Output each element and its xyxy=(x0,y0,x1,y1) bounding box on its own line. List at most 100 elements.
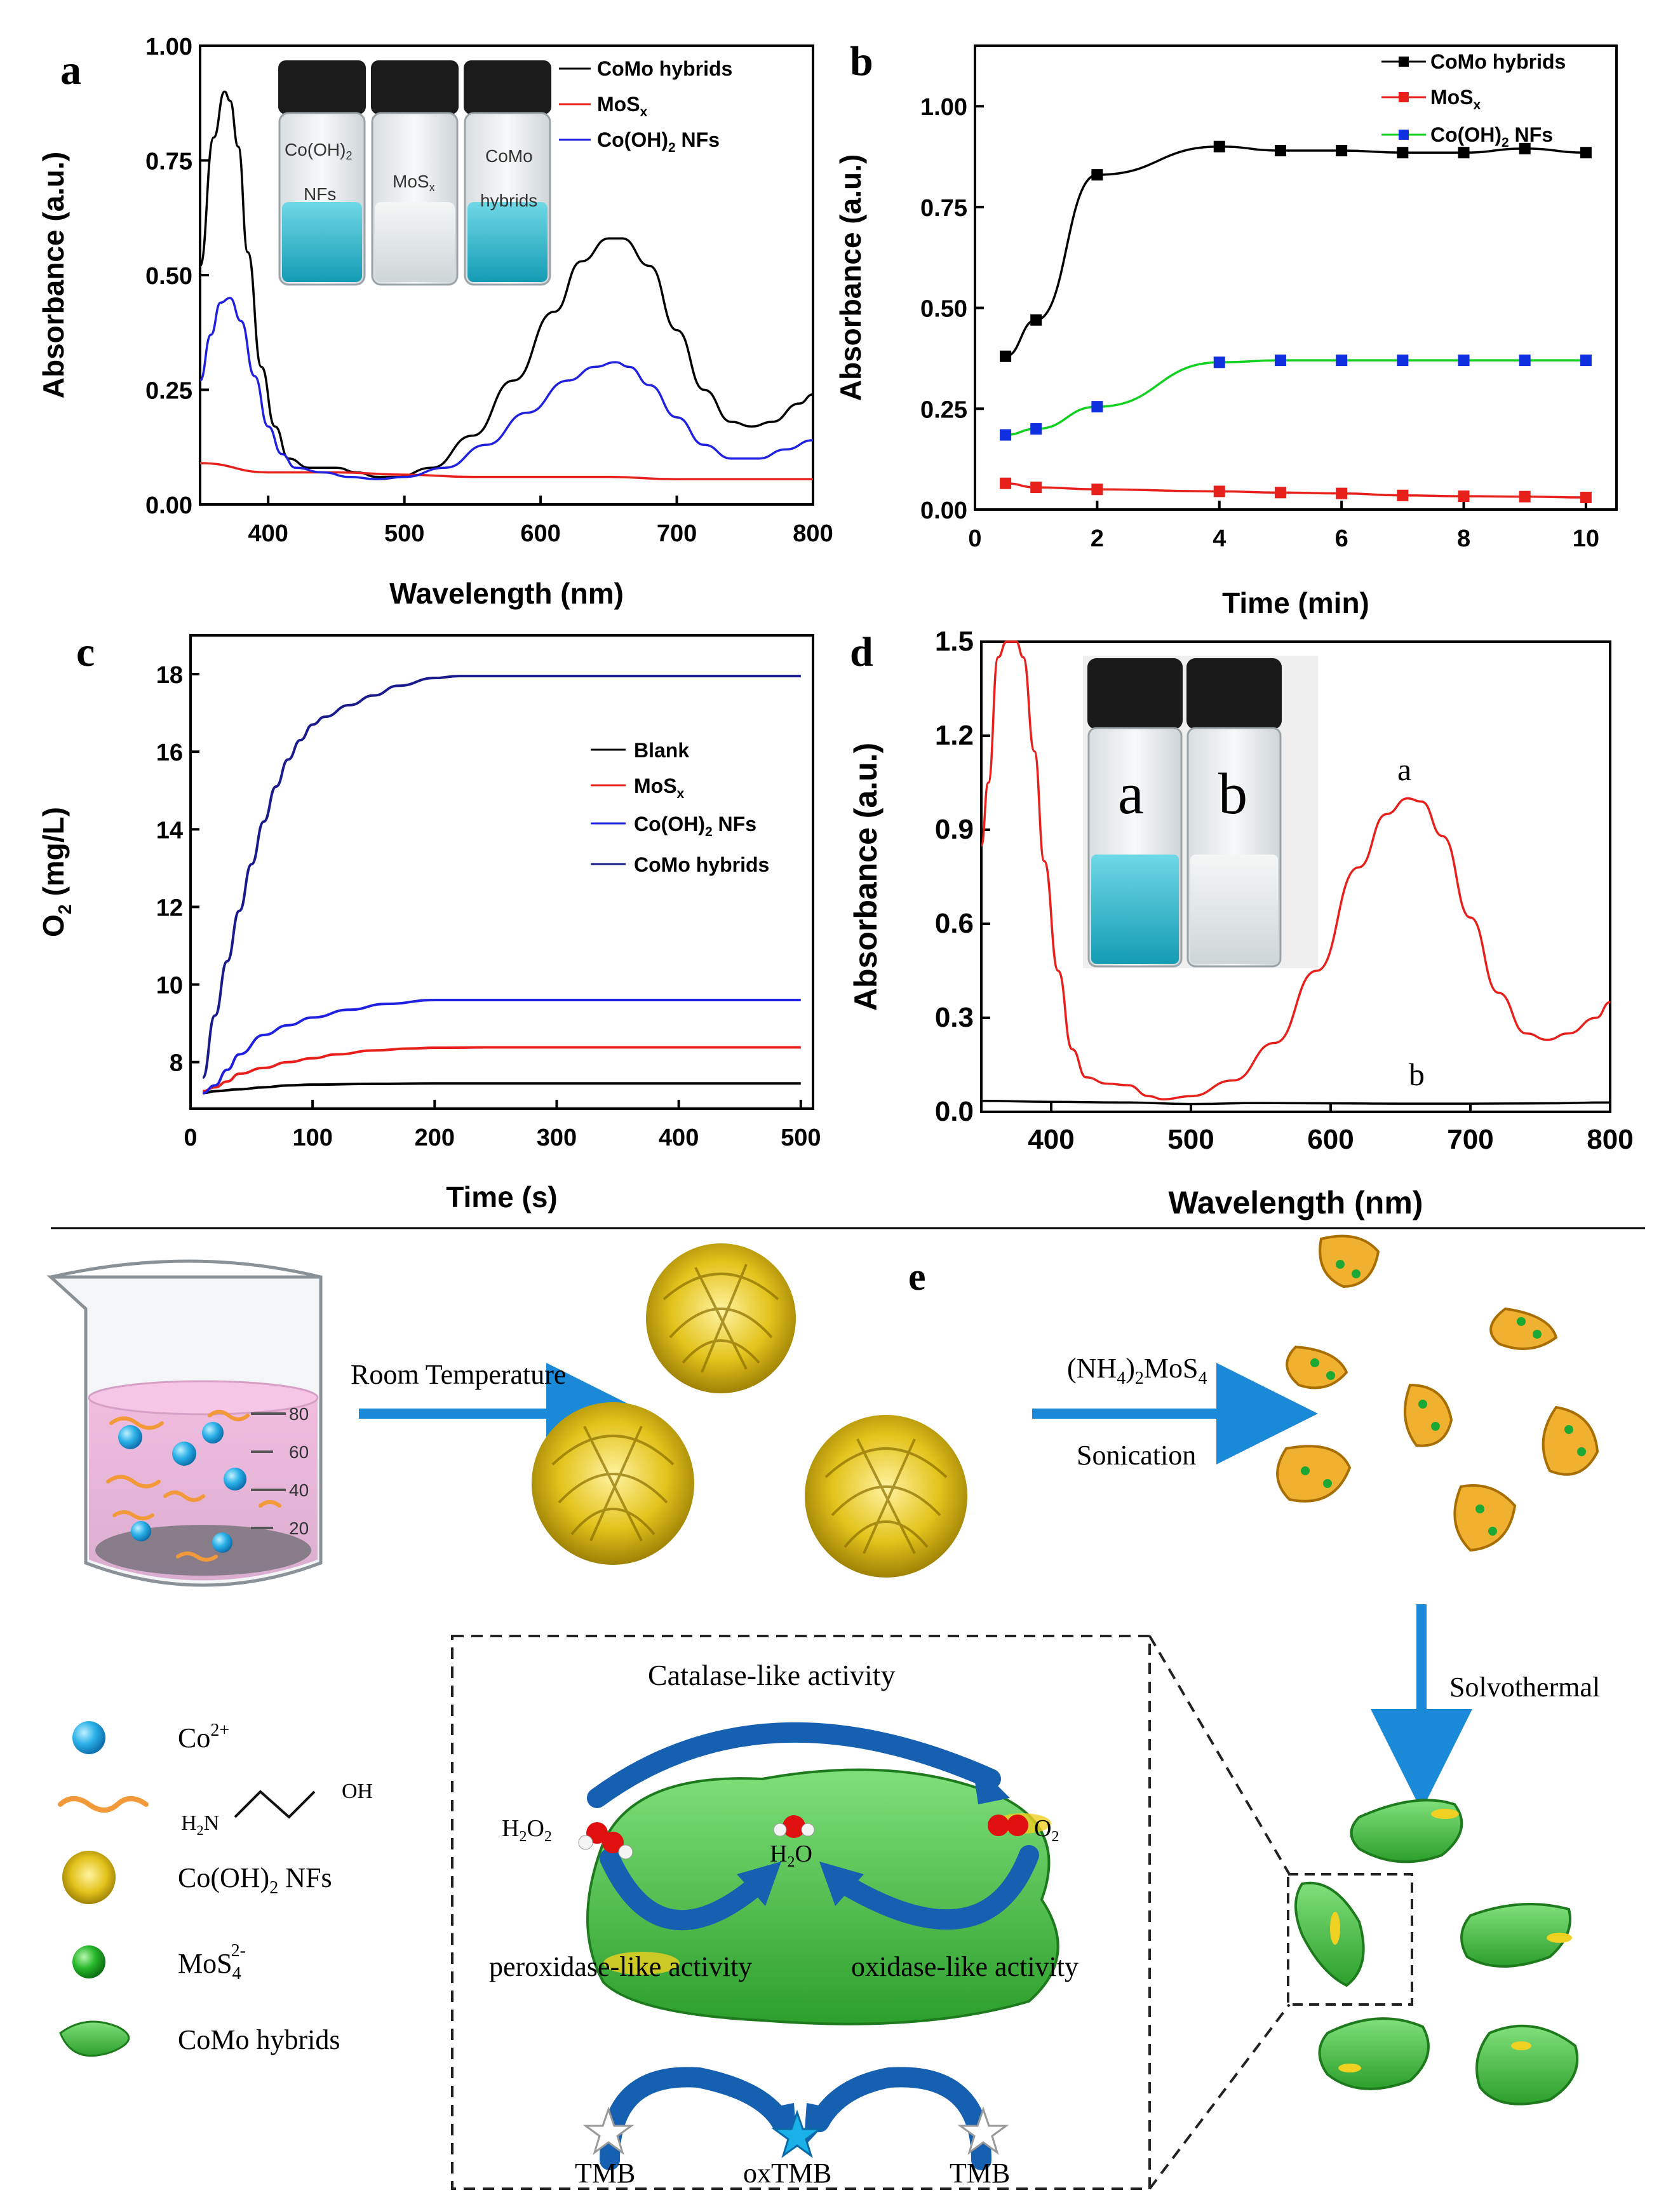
series-line xyxy=(203,1046,801,1093)
data-point xyxy=(1458,490,1470,503)
series-line xyxy=(201,675,801,1079)
series-line xyxy=(202,999,801,1095)
h2o2-label: H2O2 xyxy=(502,1815,552,1845)
data-point xyxy=(1000,350,1012,362)
y-axis-label: O2 (mg/L) xyxy=(37,807,76,937)
zoom-line xyxy=(1148,2003,1291,2190)
x-tick-label: 2 xyxy=(1091,525,1104,552)
legend-como: CoMo hybrids xyxy=(178,2024,340,2055)
tmb-right-label: TMB xyxy=(950,2158,1010,2189)
legend-entry: CoMo hybrids xyxy=(597,57,732,80)
y-axis-label: Absorbance (a.u.) xyxy=(37,152,70,399)
series-line xyxy=(203,1082,801,1095)
data-point xyxy=(1030,314,1042,326)
data-point xyxy=(1397,489,1409,501)
data-point xyxy=(1519,142,1531,154)
zoom-box xyxy=(1287,1873,1413,2006)
x-tick-label: 200 xyxy=(415,1125,455,1151)
vial-label: b xyxy=(1218,761,1247,826)
legend-entry: Co(OH)2 NFs xyxy=(1430,123,1553,150)
vial-label: Co(OH)2 xyxy=(285,140,352,162)
data-point xyxy=(1091,169,1103,181)
panel-e-scheme: e 80 60 40 20 xyxy=(46,1234,1600,2190)
chart-b-legend: CoMo hybrids MoSx Co(OH)2 NFs xyxy=(1381,50,1566,150)
legend-amine-oh: OH xyxy=(342,1780,373,1803)
x-tick-label: 10 xyxy=(1573,525,1599,552)
x-tick-label: 500 xyxy=(781,1125,821,1151)
y-tick-label: 0.00 xyxy=(145,492,192,519)
oxtmb-label: oxTMB xyxy=(743,2158,831,2189)
x-axis-label: Wavelength (nm) xyxy=(389,577,624,610)
data-point xyxy=(1336,145,1348,157)
x-tick-label: 8 xyxy=(1457,525,1470,552)
panel-letter-d: d xyxy=(850,629,873,675)
y-tick-label: 0.75 xyxy=(920,195,967,222)
y-tick-label: 1.2 xyxy=(935,720,974,751)
vial-label: a xyxy=(1118,761,1144,826)
chart-d-vials: a b xyxy=(1083,656,1318,968)
chart-a: 400 500 600 700 800 0.00 0.25 0.50 0.75 1.00 Wavel… xyxy=(37,34,833,610)
x-tick-label: 300 xyxy=(537,1125,577,1151)
y-tick-label: 0.50 xyxy=(920,296,967,323)
x-tick-label: 4 xyxy=(1213,525,1226,552)
h2o-molecule xyxy=(773,1815,815,1838)
x-tick-label: 0 xyxy=(968,525,981,552)
x-tick-label: 700 xyxy=(657,520,697,547)
curve-label-b: b xyxy=(1409,1057,1425,1092)
charts-layer: 400 500 600 700 8000.000.250.500.751.00Wavel… xyxy=(37,34,1634,1220)
y-tick-label: 1.00 xyxy=(145,34,192,60)
y-tick-label: 0.6 xyxy=(935,908,974,939)
chart-c: 0 100 200 300 400 500 8 10 12 14 16 18 Time (s) O2 (m… xyxy=(37,634,821,1213)
y-tick-label: 0.50 xyxy=(145,263,192,290)
peroxidase-label: peroxidase-like activity xyxy=(489,1951,752,1982)
legend-mos: MoS42- xyxy=(178,1941,246,1984)
vial-label: CoMo xyxy=(485,146,533,166)
h2o2-molecule xyxy=(578,1822,633,1860)
data-point xyxy=(1091,401,1103,413)
sonication-label: Sonication xyxy=(1077,1440,1196,1471)
beaker-tick: 20 xyxy=(289,1518,309,1538)
y-axis-label: Absorbance (a.u.) xyxy=(848,743,884,1011)
plot-frame xyxy=(189,634,814,1110)
vial-label: hybrids xyxy=(480,191,537,210)
y-tick-label: 0.75 xyxy=(145,149,192,175)
legend-entry: CoMo hybrids xyxy=(1430,50,1566,73)
series-line xyxy=(1005,482,1586,499)
star-icon xyxy=(582,2106,635,2155)
panel-a: a Co(OH)2 NFs MoSx CoMo hybrids CoMo hyb… xyxy=(60,47,732,286)
x-tick-label: 100 xyxy=(292,1125,332,1151)
data-point xyxy=(1030,482,1042,494)
x-tick-label: 800 xyxy=(793,520,833,547)
beaker-tick: 80 xyxy=(289,1404,309,1424)
data-point xyxy=(1580,491,1592,503)
x-axis-label: Wavelength (nm) xyxy=(1169,1185,1423,1220)
data-point xyxy=(1336,355,1348,367)
oxidase-label: oxidase-like activity xyxy=(851,1951,1079,1982)
y-tick-label: 1.5 xyxy=(935,626,974,657)
arrow-heads xyxy=(737,1760,1010,2147)
y-tick-label: 0.25 xyxy=(145,378,192,405)
series-line xyxy=(199,90,814,478)
panel-letter-c: c xyxy=(76,629,95,675)
como-hybrid-particles xyxy=(1294,1799,1579,2106)
y-tick-label: 0.3 xyxy=(935,1002,974,1033)
panel-d: d a b a b xyxy=(850,629,1425,1092)
data-point xyxy=(1000,429,1012,441)
data-point xyxy=(1213,485,1225,497)
y-tick-label: 16 xyxy=(156,740,183,766)
star-icon xyxy=(771,2109,823,2158)
data-point xyxy=(1274,355,1286,367)
legend-nfs: Co(OH)2 NFs xyxy=(178,1862,332,1898)
data-point xyxy=(1580,355,1592,367)
y-tick-label: 14 xyxy=(156,817,183,844)
data-point xyxy=(1274,145,1286,157)
x-tick-label: 6 xyxy=(1335,525,1348,552)
data-point xyxy=(1397,355,1409,367)
legend-entry: Blank xyxy=(634,739,689,762)
data-point xyxy=(1336,487,1348,499)
x-tick-label: 400 xyxy=(659,1125,699,1151)
y-tick-label: 12 xyxy=(156,895,183,921)
x-tick-label: 800 xyxy=(1587,1124,1633,1155)
panel-letter-e: e xyxy=(908,1255,926,1299)
legend-amine: H2N xyxy=(181,1811,219,1838)
